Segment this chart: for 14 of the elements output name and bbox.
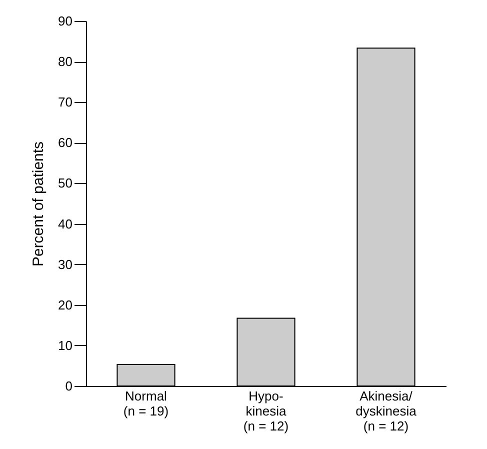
y-tick-label: 80 [58,54,72,70]
y-tick-label: 60 [58,135,72,150]
y-tick-label: 90 [58,14,72,28]
x-tick-label: Normal (n = 19) [123,388,169,418]
y-tick-label: 50 [58,176,72,191]
y-tick-label: 20 [58,297,72,312]
y-tick-label: 70 [58,94,72,110]
y-axis-title: Percent of patients [30,141,48,267]
x-tick-label: Akinesia/ dyskinesia (n = 12) [356,388,418,434]
y-tick-label: 40 [58,216,72,232]
x-tick-label: Hypo- kinesia (n = 12) [243,388,289,434]
y-tick-label: 0 [65,378,72,394]
y-tick-label: 10 [58,338,72,353]
y-tick-label: 30 [58,256,72,272]
